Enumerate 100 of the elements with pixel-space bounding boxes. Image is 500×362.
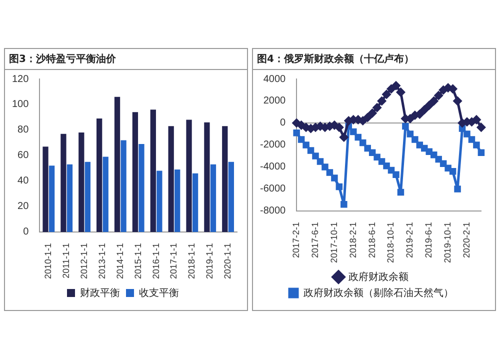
point	[293, 130, 300, 136]
bar	[228, 162, 234, 232]
point	[368, 108, 377, 118]
x-tick-label: 2019-1-1	[204, 242, 215, 280]
x-tick-label: 2018-1-1	[186, 242, 197, 280]
point	[420, 106, 429, 114]
point	[307, 147, 314, 154]
point	[397, 188, 404, 196]
bar	[222, 126, 228, 232]
point	[435, 156, 442, 163]
point	[350, 128, 357, 136]
y-tick-label: 0	[280, 118, 286, 129]
point	[453, 96, 462, 106]
x-tick-label: 2013-1-1	[96, 242, 107, 280]
x-tick-label: 2020-2-1	[461, 222, 472, 258]
bar	[204, 122, 210, 232]
point	[412, 136, 418, 143]
point	[378, 96, 386, 106]
point	[340, 133, 348, 142]
point	[472, 115, 481, 124]
point	[336, 183, 343, 190]
point	[354, 134, 362, 141]
point	[387, 84, 396, 94]
x-tick-label: 2010-1-1	[43, 242, 54, 280]
point	[454, 186, 461, 192]
x-tick-label: 2017-2-1	[291, 222, 302, 258]
point	[312, 152, 319, 160]
x-tick-label: 2012-1-1	[79, 242, 90, 280]
y-tick-label: -2000	[260, 140, 286, 151]
bar	[192, 173, 198, 232]
y-tick-label: -4000	[260, 162, 286, 173]
y-tick-label: 80	[18, 124, 30, 136]
legend-label: 财政平衡	[80, 286, 120, 299]
y-tick-label: 40	[18, 176, 30, 187]
point	[372, 103, 382, 112]
chart-title: 图4：俄罗斯财政余额（十亿卢布）	[253, 49, 495, 70]
point	[430, 152, 438, 158]
bar	[66, 164, 73, 232]
point	[359, 139, 366, 146]
point	[363, 113, 372, 122]
point	[382, 90, 391, 99]
point	[326, 169, 334, 176]
point	[374, 154, 380, 160]
point	[292, 118, 301, 128]
point	[434, 91, 443, 100]
x-tick-label: 2017-10-1	[328, 222, 339, 264]
point	[383, 162, 390, 170]
point	[364, 144, 371, 152]
point	[444, 164, 452, 172]
x-tick-label: 2018-6-1	[366, 222, 377, 258]
x-tick-label: 2020-1-1	[222, 242, 233, 280]
x-tick-label: 2017-1-1	[168, 242, 179, 280]
bar	[42, 146, 48, 232]
point	[449, 168, 456, 175]
point	[421, 144, 428, 152]
bar	[102, 156, 108, 232]
x-tick-label: 2016-1-1	[150, 242, 161, 280]
y-tick-label: 4000	[263, 74, 286, 85]
x-tick-label: 2017-6-1	[310, 222, 320, 258]
y-tick-label: 0	[23, 226, 30, 238]
bar	[186, 120, 192, 232]
point	[430, 96, 438, 106]
y-tick-label: 120	[12, 74, 30, 85]
point	[402, 122, 409, 130]
point	[464, 130, 470, 138]
bar	[156, 170, 162, 232]
point	[448, 84, 458, 94]
point	[331, 174, 338, 182]
bar	[174, 170, 180, 232]
point	[298, 136, 305, 143]
chart-title: 图3：沙特盈亏平衡油价	[5, 49, 247, 70]
x-tick-label: 2019-6-1	[424, 222, 434, 258]
legend-label: 政府财政余额（剔除石油天然气）	[304, 286, 454, 299]
y-tick-label: 20	[18, 201, 30, 212]
bar	[60, 134, 66, 232]
bar	[84, 162, 90, 232]
x-tick-label: 2019-10-1	[442, 222, 453, 264]
point	[476, 123, 486, 132]
point	[468, 136, 476, 143]
x-tick-label: 2018-2-1	[348, 222, 358, 258]
point	[334, 123, 344, 132]
bar	[210, 164, 216, 232]
y-tick-label: 100	[12, 99, 30, 110]
legend-label: 收支平衡	[139, 286, 179, 299]
point	[406, 130, 414, 138]
x-tick-label: 2018-10-1	[386, 222, 396, 264]
legend-label: 政府财政余额	[348, 270, 408, 283]
point	[378, 158, 386, 165]
point	[473, 142, 480, 148]
point	[297, 120, 306, 130]
point	[440, 160, 447, 168]
bar	[132, 112, 138, 232]
point	[478, 149, 485, 156]
point	[416, 142, 424, 148]
bar	[96, 118, 102, 232]
bar	[138, 144, 144, 232]
bar	[150, 110, 156, 232]
point	[426, 148, 432, 155]
y-tick-label: -6000	[260, 184, 286, 195]
point	[388, 166, 395, 174]
